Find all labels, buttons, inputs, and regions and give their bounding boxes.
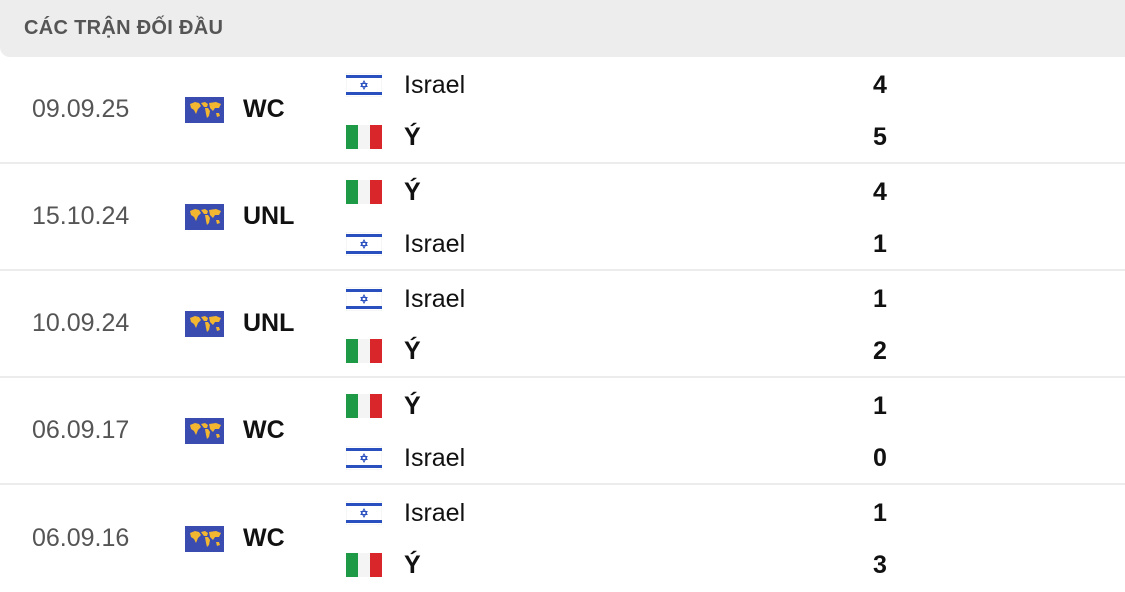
team-name: Israel (404, 70, 466, 99)
match-date: 10.09.24 (32, 309, 130, 337)
israel-flag-icon (346, 446, 382, 470)
team-away: Ý (346, 117, 421, 157)
team-away: Israel (346, 224, 465, 264)
competition-label: UNL (243, 309, 295, 337)
team-name: Ý (404, 550, 421, 579)
team-home: Ý (346, 172, 421, 212)
competition-label: WC (243, 95, 285, 123)
match-list: 09.09.25 WC Israel 4 Ý 5 15.10.24 UNL Ý 4 Israel 1 1… (0, 57, 1125, 592)
match-row[interactable]: 06.09.16 WC Israel 1 Ý 3 (0, 485, 1125, 592)
italy-flag-icon (346, 394, 382, 418)
team-away: Ý (346, 545, 421, 585)
section-header: CÁC TRẬN ĐỐI ĐẦU (0, 0, 1125, 57)
match-row[interactable]: 15.10.24 UNL Ý 4 Israel 1 (0, 164, 1125, 271)
israel-flag-icon (346, 73, 382, 97)
team-score: 0 (873, 444, 887, 472)
world-map-icon (185, 96, 224, 123)
italy-flag-icon (346, 553, 382, 577)
team-name: Israel (404, 284, 466, 313)
team-score: 1 (873, 499, 887, 527)
team-name: Ý (404, 336, 421, 365)
team-score: 2 (873, 337, 887, 365)
team-score: 4 (873, 178, 887, 206)
competition-label: WC (243, 416, 285, 444)
world-map-icon (185, 310, 224, 337)
team-home: Israel (346, 279, 465, 319)
team-score: 3 (873, 551, 887, 579)
team-name: Israel (404, 498, 466, 527)
team-name: Ý (404, 122, 421, 151)
team-score: 1 (873, 230, 887, 258)
world-map-icon (185, 525, 224, 552)
israel-flag-icon (346, 501, 382, 525)
italy-flag-icon (346, 339, 382, 363)
team-name: Ý (404, 177, 421, 206)
italy-flag-icon (346, 180, 382, 204)
world-map-icon (185, 417, 224, 444)
competition-label: UNL (243, 202, 295, 230)
match-row[interactable]: 09.09.25 WC Israel 4 Ý 5 (0, 57, 1125, 164)
israel-flag-icon (346, 232, 382, 256)
match-date: 09.09.25 (32, 95, 130, 123)
section-title: CÁC TRẬN ĐỐI ĐẦU (24, 17, 224, 39)
team-away: Ý (346, 331, 421, 371)
team-home: Ý (346, 386, 421, 426)
team-score: 5 (873, 123, 887, 151)
italy-flag-icon (346, 125, 382, 149)
team-score: 1 (873, 392, 887, 420)
match-row[interactable]: 10.09.24 UNL Israel 1 Ý 2 (0, 271, 1125, 378)
team-name: Israel (404, 229, 466, 258)
competition-label: WC (243, 524, 285, 552)
israel-flag-icon (346, 287, 382, 311)
team-away: Israel (346, 438, 465, 478)
match-date: 06.09.17 (32, 416, 130, 444)
team-home: Israel (346, 65, 465, 105)
team-name: Israel (404, 443, 466, 472)
team-name: Ý (404, 391, 421, 420)
match-date: 15.10.24 (32, 202, 130, 230)
world-map-icon (185, 203, 224, 230)
team-score: 1 (873, 285, 887, 313)
match-row[interactable]: 06.09.17 WC Ý 1 Israel 0 (0, 378, 1125, 485)
team-home: Israel (346, 493, 465, 533)
team-score: 4 (873, 71, 887, 99)
match-date: 06.09.16 (32, 524, 130, 552)
